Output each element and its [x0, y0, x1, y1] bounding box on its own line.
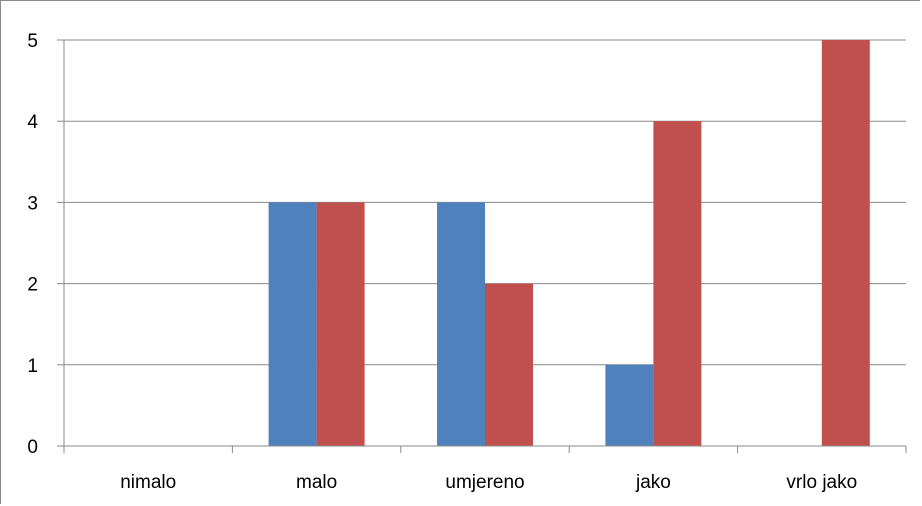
x-tick-label: nimalo: [120, 472, 176, 493]
x-tick-label: malo: [296, 472, 337, 493]
bar-umjereno-series-1: [437, 202, 485, 446]
bars: [268, 40, 870, 446]
x-tick-labels: nimalo malo umjereno jako vrlo jako: [120, 472, 857, 493]
x-tick-label: jako: [635, 472, 671, 493]
y-tick-label: 5: [27, 31, 38, 52]
bar-jako-series-1: [605, 364, 654, 446]
bar-umjereno-series-2: [485, 283, 533, 446]
bar-vrlo-jako-series-2: [821, 40, 870, 446]
y-tick-label: 1: [27, 356, 38, 377]
y-tick-labels: 0 1 2 3 4 5: [27, 31, 38, 458]
y-tick-label: 0: [27, 437, 38, 458]
bar-malo-series-1: [268, 202, 317, 446]
y-tick-label: 2: [27, 275, 38, 296]
y-tick-label: 4: [27, 112, 38, 133]
x-tick-label: vrlo jako: [786, 472, 857, 493]
axes: [57, 39, 907, 453]
y-tick-label: 3: [27, 193, 38, 214]
bar-malo-series-2: [316, 202, 365, 446]
x-tick-label: umjereno: [445, 472, 524, 493]
bar-jako-series-2: [653, 121, 702, 446]
